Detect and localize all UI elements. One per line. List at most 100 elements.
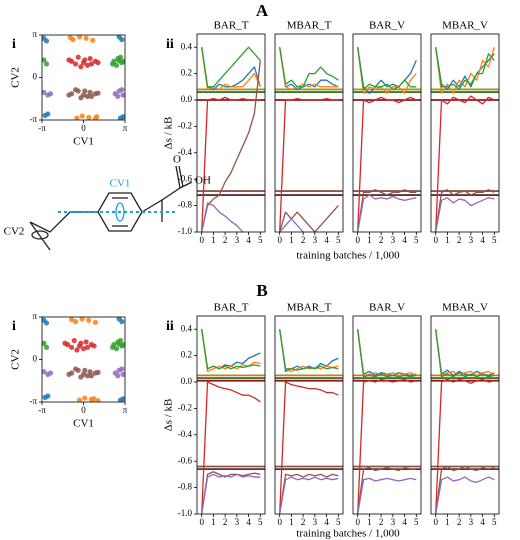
y-axis-label: Δs / kB	[163, 399, 175, 432]
point	[45, 111, 51, 117]
point	[72, 87, 79, 93]
subplot-title: BAR_T	[214, 20, 249, 32]
y-tick-label: 0.4	[181, 41, 193, 51]
point	[69, 344, 75, 350]
subplot-title: MBAR_V	[442, 302, 488, 314]
point	[80, 346, 87, 352]
series-line	[435, 378, 495, 514]
point	[116, 35, 122, 40]
axes-frame	[196, 315, 266, 515]
y-axis-label: CV2	[10, 67, 22, 88]
point	[95, 60, 101, 66]
series-line	[201, 473, 261, 514]
series-line	[357, 194, 417, 232]
x-tick-label: 5	[414, 517, 419, 527]
series-line	[279, 329, 339, 371]
subplot-title: BAR_V	[369, 20, 405, 32]
point	[94, 114, 100, 120]
series-line	[201, 471, 261, 514]
series-line	[279, 381, 339, 514]
x-tick-label: 2	[379, 235, 384, 245]
point	[42, 57, 47, 63]
x-tick-label: 0	[277, 517, 282, 527]
y-tick-label: 0	[33, 354, 38, 364]
series-line	[279, 476, 339, 514]
x-tick-label: 5	[258, 517, 263, 527]
y-tick-label: 0.2	[181, 68, 192, 78]
x-tick-label: 4	[246, 235, 251, 245]
point	[43, 61, 50, 67]
axes-frame	[196, 33, 266, 233]
y-tick-label: -π	[29, 396, 37, 406]
series-line	[357, 47, 417, 95]
x-tick-label: 0	[355, 517, 360, 527]
subpanel-label: i	[12, 319, 16, 334]
y-tick-label: 0.0	[181, 376, 193, 386]
point	[91, 343, 97, 349]
point	[42, 369, 47, 375]
point	[62, 340, 68, 346]
x-tick-label: π	[123, 123, 128, 133]
series-line	[279, 329, 339, 373]
x-tick-label: 2	[379, 517, 384, 527]
axes-frame	[274, 315, 344, 515]
x-axis-label: CV1	[73, 418, 94, 430]
point	[121, 58, 125, 64]
series-line	[279, 473, 339, 514]
y-tick-label: -0.2	[178, 120, 192, 130]
point	[47, 370, 54, 376]
point	[116, 57, 122, 64]
plot-area	[42, 317, 125, 402]
series-line	[279, 329, 339, 373]
point	[72, 319, 79, 325]
series-line	[201, 202, 244, 232]
point	[66, 371, 72, 377]
x-tick-label: 0	[277, 235, 282, 245]
point	[66, 92, 72, 98]
series-line	[435, 47, 495, 91]
point	[66, 57, 72, 63]
point	[84, 344, 91, 350]
cv2-label: CV2	[4, 226, 25, 238]
y-tick-label: π	[32, 29, 37, 39]
point	[45, 393, 51, 399]
x-tick-label: 5	[414, 235, 419, 245]
point	[87, 369, 93, 375]
point	[84, 373, 91, 379]
plot-area	[275, 47, 343, 232]
series-line	[201, 329, 261, 373]
x-tick-label: -π	[38, 405, 46, 415]
point	[117, 115, 124, 120]
y-tick-label: -1.0	[178, 226, 193, 236]
plot-area	[431, 47, 499, 232]
cv1-label: CV1	[110, 178, 131, 190]
series-line	[357, 329, 417, 377]
cv2-rotation	[31, 230, 49, 240]
point	[76, 35, 83, 40]
point	[120, 92, 125, 98]
point	[116, 317, 122, 322]
series-line	[435, 329, 495, 377]
subplot-title: MBAR_T	[287, 20, 332, 32]
point	[116, 341, 122, 347]
point	[84, 93, 91, 100]
point	[84, 62, 91, 68]
subplot-title: MBAR_T	[287, 302, 332, 314]
point	[119, 366, 125, 372]
point	[113, 62, 120, 68]
y-tick-label: -0.8	[178, 482, 193, 492]
x-tick-label: 1	[289, 517, 294, 527]
point	[83, 339, 89, 345]
x-tick-label: 3	[391, 235, 396, 245]
point	[43, 38, 50, 44]
series-line	[201, 381, 261, 514]
point	[113, 346, 120, 352]
point	[82, 395, 88, 401]
x-tick-label: 1	[211, 517, 216, 527]
plot-area	[275, 329, 343, 514]
double-bond	[178, 165, 184, 188]
point	[115, 93, 121, 100]
x-tick-label: 5	[336, 517, 341, 527]
series-line	[357, 378, 417, 514]
axes-frame	[430, 315, 500, 515]
